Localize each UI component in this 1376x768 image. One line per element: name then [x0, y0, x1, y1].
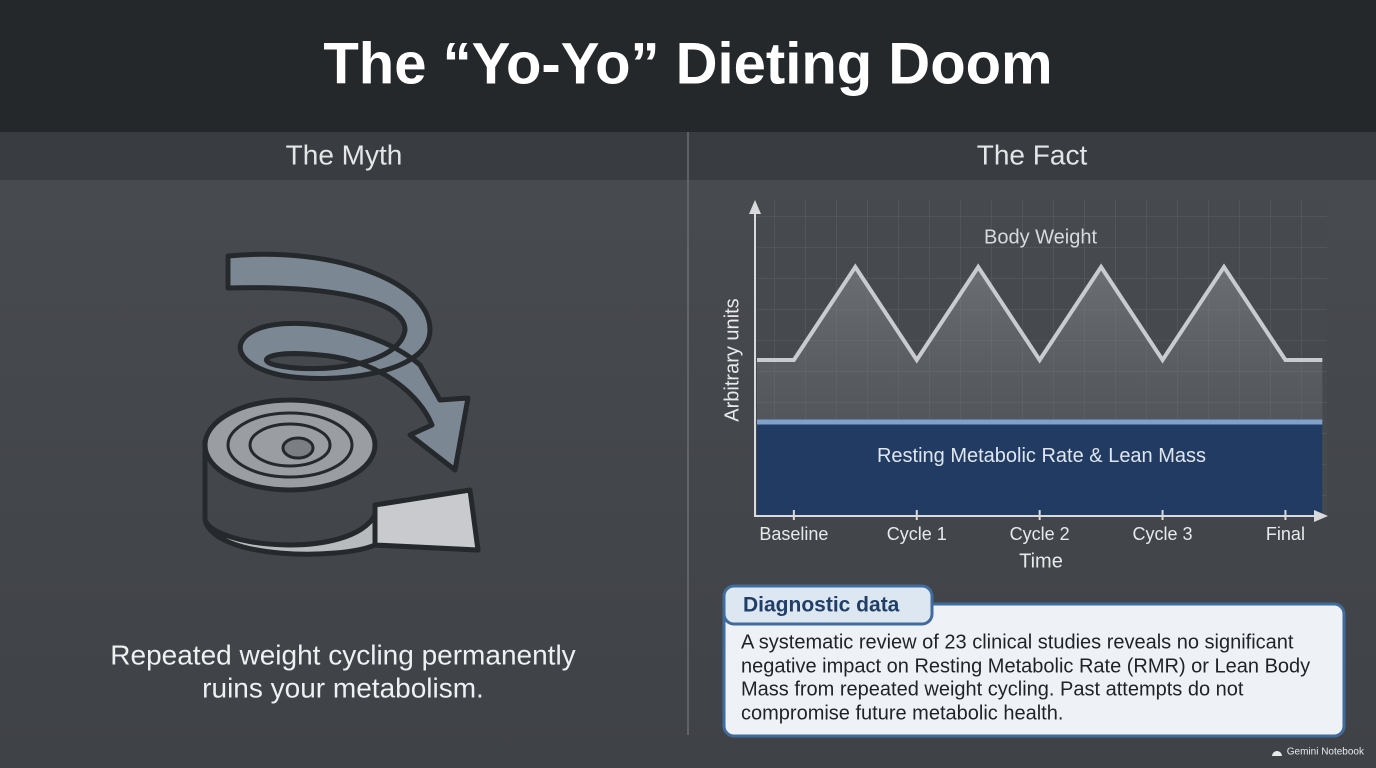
x-tick-label: Final	[1266, 524, 1305, 544]
myth-text: ruins your metabolism.	[202, 672, 484, 703]
note-line: compromise future metabolic health.	[741, 702, 1063, 724]
note-box	[722, 602, 1346, 738]
watermark: Gemini Notebook	[1287, 747, 1365, 758]
body-weight-line	[757, 263, 1323, 364]
title: The “Yo-Yo” Dieting Doom	[323, 31, 1052, 96]
plot: Body Weight Resting Metabolic Rate & Lean…	[757, 226, 1323, 515]
myth-text: Repeated weight cycling permanently	[110, 639, 575, 670]
fact-heading: The Fact	[977, 139, 1088, 170]
rmr-band	[757, 422, 1323, 515]
header-bar	[0, 0, 1376, 132]
note-line: A systematic review of 23 clinical studi…	[741, 631, 1294, 653]
x-axis-arrow	[1314, 510, 1328, 522]
x-tick-label: Baseline	[759, 524, 828, 544]
series-label: Resting Metabolic Rate & Lean Mass	[877, 445, 1206, 467]
series-label: Body Weight	[984, 226, 1097, 248]
x-tick-label: Cycle 1	[887, 524, 947, 544]
y-axis-arrow	[749, 200, 761, 214]
myth-heading: The Myth	[286, 139, 403, 170]
note-line: Mass from repeated weight cycling. Past …	[741, 678, 1244, 700]
x-tick-label: Cycle 3	[1133, 524, 1193, 544]
note-tab	[722, 584, 934, 626]
note-line: negative impact on Resting Metabolic Rat…	[741, 655, 1310, 677]
y-axis-label: Arbitrary units	[721, 298, 743, 421]
x-axis-label: Time	[1019, 550, 1063, 572]
x-tick-label: Cycle 2	[1010, 524, 1070, 544]
note-tab-label: Diagnostic data	[743, 594, 900, 617]
tape-measure-icon	[202, 251, 481, 557]
watermark-icon	[1272, 751, 1282, 756]
